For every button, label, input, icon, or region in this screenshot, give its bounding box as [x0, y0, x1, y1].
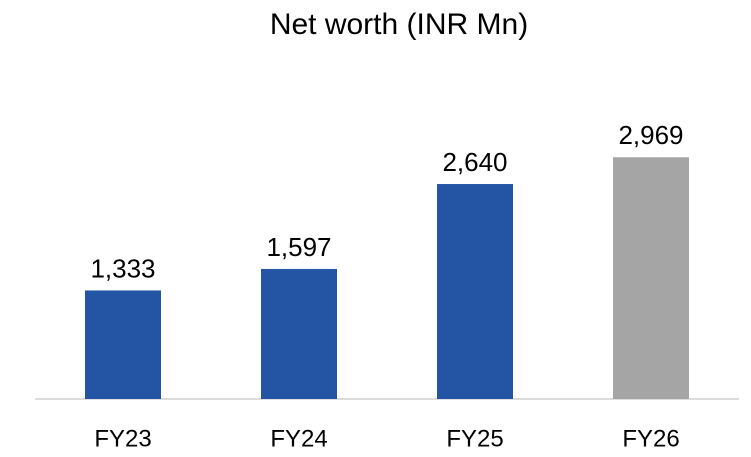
data-label: 2,640 — [442, 147, 507, 177]
bar — [261, 268, 337, 399]
chart-title: Net worth (INR Mn) — [270, 8, 528, 41]
x-tick-label: FY25 — [446, 425, 503, 452]
data-label: 1,333 — [90, 253, 155, 283]
data-label: 1,597 — [266, 232, 331, 262]
x-tick-label: FY23 — [94, 425, 151, 452]
bar — [437, 184, 513, 399]
bar — [85, 290, 161, 399]
x-tick-label: FY26 — [622, 425, 679, 452]
data-label: 2,969 — [618, 120, 683, 150]
x-tick-label: FY24 — [270, 425, 327, 452]
bar — [613, 157, 689, 399]
